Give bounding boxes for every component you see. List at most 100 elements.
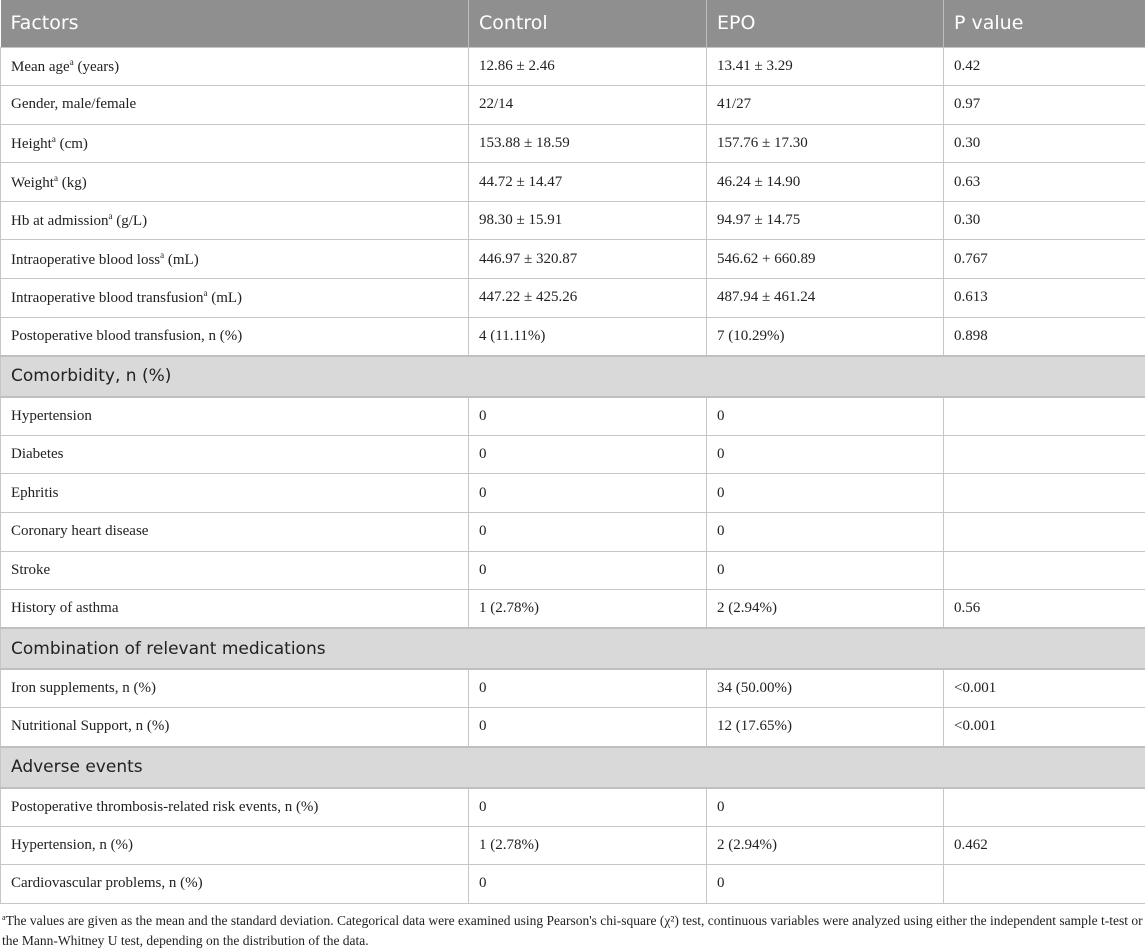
factor-cell: Hb at admissiona (g/L) (1, 201, 469, 240)
epo-cell: 0 (707, 788, 944, 827)
factor-label: Hypertension, n (%) (11, 837, 133, 853)
factor-unit: (cm) (56, 136, 88, 152)
epo-cell: 157.76 ± 17.30 (707, 124, 944, 163)
factor-label: Stroke (11, 562, 50, 578)
epo-cell: 0 (707, 865, 944, 904)
factor-unit: (kg) (58, 175, 87, 191)
factor-label: Cardiovascular problems, n (%) (11, 875, 203, 891)
section-title: Comorbidity, n (%) (1, 356, 1145, 397)
factor-label: Coronary heart disease (11, 523, 148, 539)
factor-label: Intraoperative blood loss (11, 252, 160, 268)
factor-unit: (g/L) (113, 213, 148, 229)
control-cell: 446.97 ± 320.87 (469, 240, 707, 279)
factor-unit: (mL) (164, 252, 199, 268)
table-row: Intraoperative blood transfusiona (mL)44… (1, 279, 1145, 318)
p-value-cell: 0.462 (944, 826, 1145, 865)
header-epo: EPO (707, 0, 944, 47)
factor-label: Diabetes (11, 446, 63, 462)
factor-cell: Postoperative thrombosis-related risk ev… (1, 788, 469, 827)
epo-cell: 34 (50.00%) (707, 669, 944, 708)
footnote-text: The values are given as the mean and the… (2, 913, 1143, 948)
factor-cell: Hypertension (1, 397, 469, 436)
table-row: Intraoperative blood lossa (mL)446.97 ± … (1, 240, 1145, 279)
epo-cell: 46.24 ± 14.90 (707, 163, 944, 202)
header-factors: Factors (1, 0, 469, 47)
section-row: Adverse events (1, 747, 1145, 788)
p-value-cell: 0.56 (944, 590, 1145, 629)
factor-cell: Weighta (kg) (1, 163, 469, 202)
control-cell: 98.30 ± 15.91 (469, 201, 707, 240)
section-row: Combination of relevant medications (1, 628, 1145, 669)
control-cell: 153.88 ± 18.59 (469, 124, 707, 163)
control-cell: 0 (469, 708, 707, 747)
epo-cell: 546.62 + 660.89 (707, 240, 944, 279)
table-row: Hypertension, n (%) 1 (2.78%)2 (2.94%)0.4… (1, 826, 1145, 865)
table-row: Postoperative blood transfusion, n (%)4 … (1, 317, 1145, 356)
factor-label: Height (11, 136, 52, 152)
p-value-cell: <0.001 (944, 669, 1145, 708)
control-cell: 447.22 ± 425.26 (469, 279, 707, 318)
section-title: Adverse events (1, 747, 1145, 788)
epo-cell: 94.97 ± 14.75 (707, 201, 944, 240)
epo-cell: 0 (707, 474, 944, 513)
control-cell: 1 (2.78%) (469, 590, 707, 629)
control-cell: 0 (469, 669, 707, 708)
p-value-cell: 0.898 (944, 317, 1145, 356)
p-value-cell (944, 435, 1145, 474)
p-value-cell: 0.767 (944, 240, 1145, 279)
factor-cell: Cardiovascular problems, n (%) (1, 865, 469, 904)
p-value-cell (944, 788, 1145, 827)
epo-cell: 41/27 (707, 86, 944, 125)
control-cell: 4 (11.11%) (469, 317, 707, 356)
factor-cell: Hypertension, n (%) (1, 826, 469, 865)
control-cell: 0 (469, 865, 707, 904)
factor-label: Mean age (11, 59, 70, 75)
factor-label: Ephritis (11, 485, 59, 501)
p-value-cell (944, 865, 1145, 904)
epo-cell: 2 (2.94%) (707, 826, 944, 865)
factor-cell: Iron supplements, n (%) (1, 669, 469, 708)
header-row: Factors Control EPO P value (1, 0, 1145, 47)
section-row: Comorbidity, n (%) (1, 356, 1145, 397)
factor-unit: (years) (74, 59, 119, 75)
epo-cell: 12 (17.65%) (707, 708, 944, 747)
factor-cell: Postoperative blood transfusion, n (%) (1, 317, 469, 356)
factor-cell: Heighta (cm) (1, 124, 469, 163)
control-cell: 0 (469, 551, 707, 590)
data-table: Factors Control EPO P value Mean agea (y… (0, 0, 1145, 904)
control-cell: 44.72 ± 14.47 (469, 163, 707, 202)
factor-cell: Stroke (1, 551, 469, 590)
section-title: Combination of relevant medications (1, 628, 1145, 669)
factor-label: Hb at admission (11, 213, 109, 229)
control-cell: 0 (469, 474, 707, 513)
factor-cell: Gender, male/female (1, 86, 469, 125)
factor-cell: Diabetes (1, 435, 469, 474)
epo-cell: 0 (707, 435, 944, 474)
factor-cell: History of asthma (1, 590, 469, 629)
epo-cell: 0 (707, 513, 944, 552)
epo-cell: 7 (10.29%) (707, 317, 944, 356)
factor-label: Intraoperative blood transfusion (11, 290, 203, 306)
p-value-cell (944, 551, 1145, 590)
p-value-cell: 0.97 (944, 86, 1145, 125)
factor-unit: (mL) (207, 290, 242, 306)
factor-label: Hypertension (11, 408, 92, 424)
control-cell: 0 (469, 788, 707, 827)
epo-cell: 0 (707, 551, 944, 590)
p-value-cell (944, 397, 1145, 436)
control-cell: 22/14 (469, 86, 707, 125)
control-cell: 0 (469, 435, 707, 474)
control-cell: 12.86 ± 2.46 (469, 47, 707, 86)
header-control: Control (469, 0, 707, 47)
control-cell: 1 (2.78%) (469, 826, 707, 865)
header-p-value: P value (944, 0, 1145, 47)
epo-cell: 2 (2.94%) (707, 590, 944, 629)
